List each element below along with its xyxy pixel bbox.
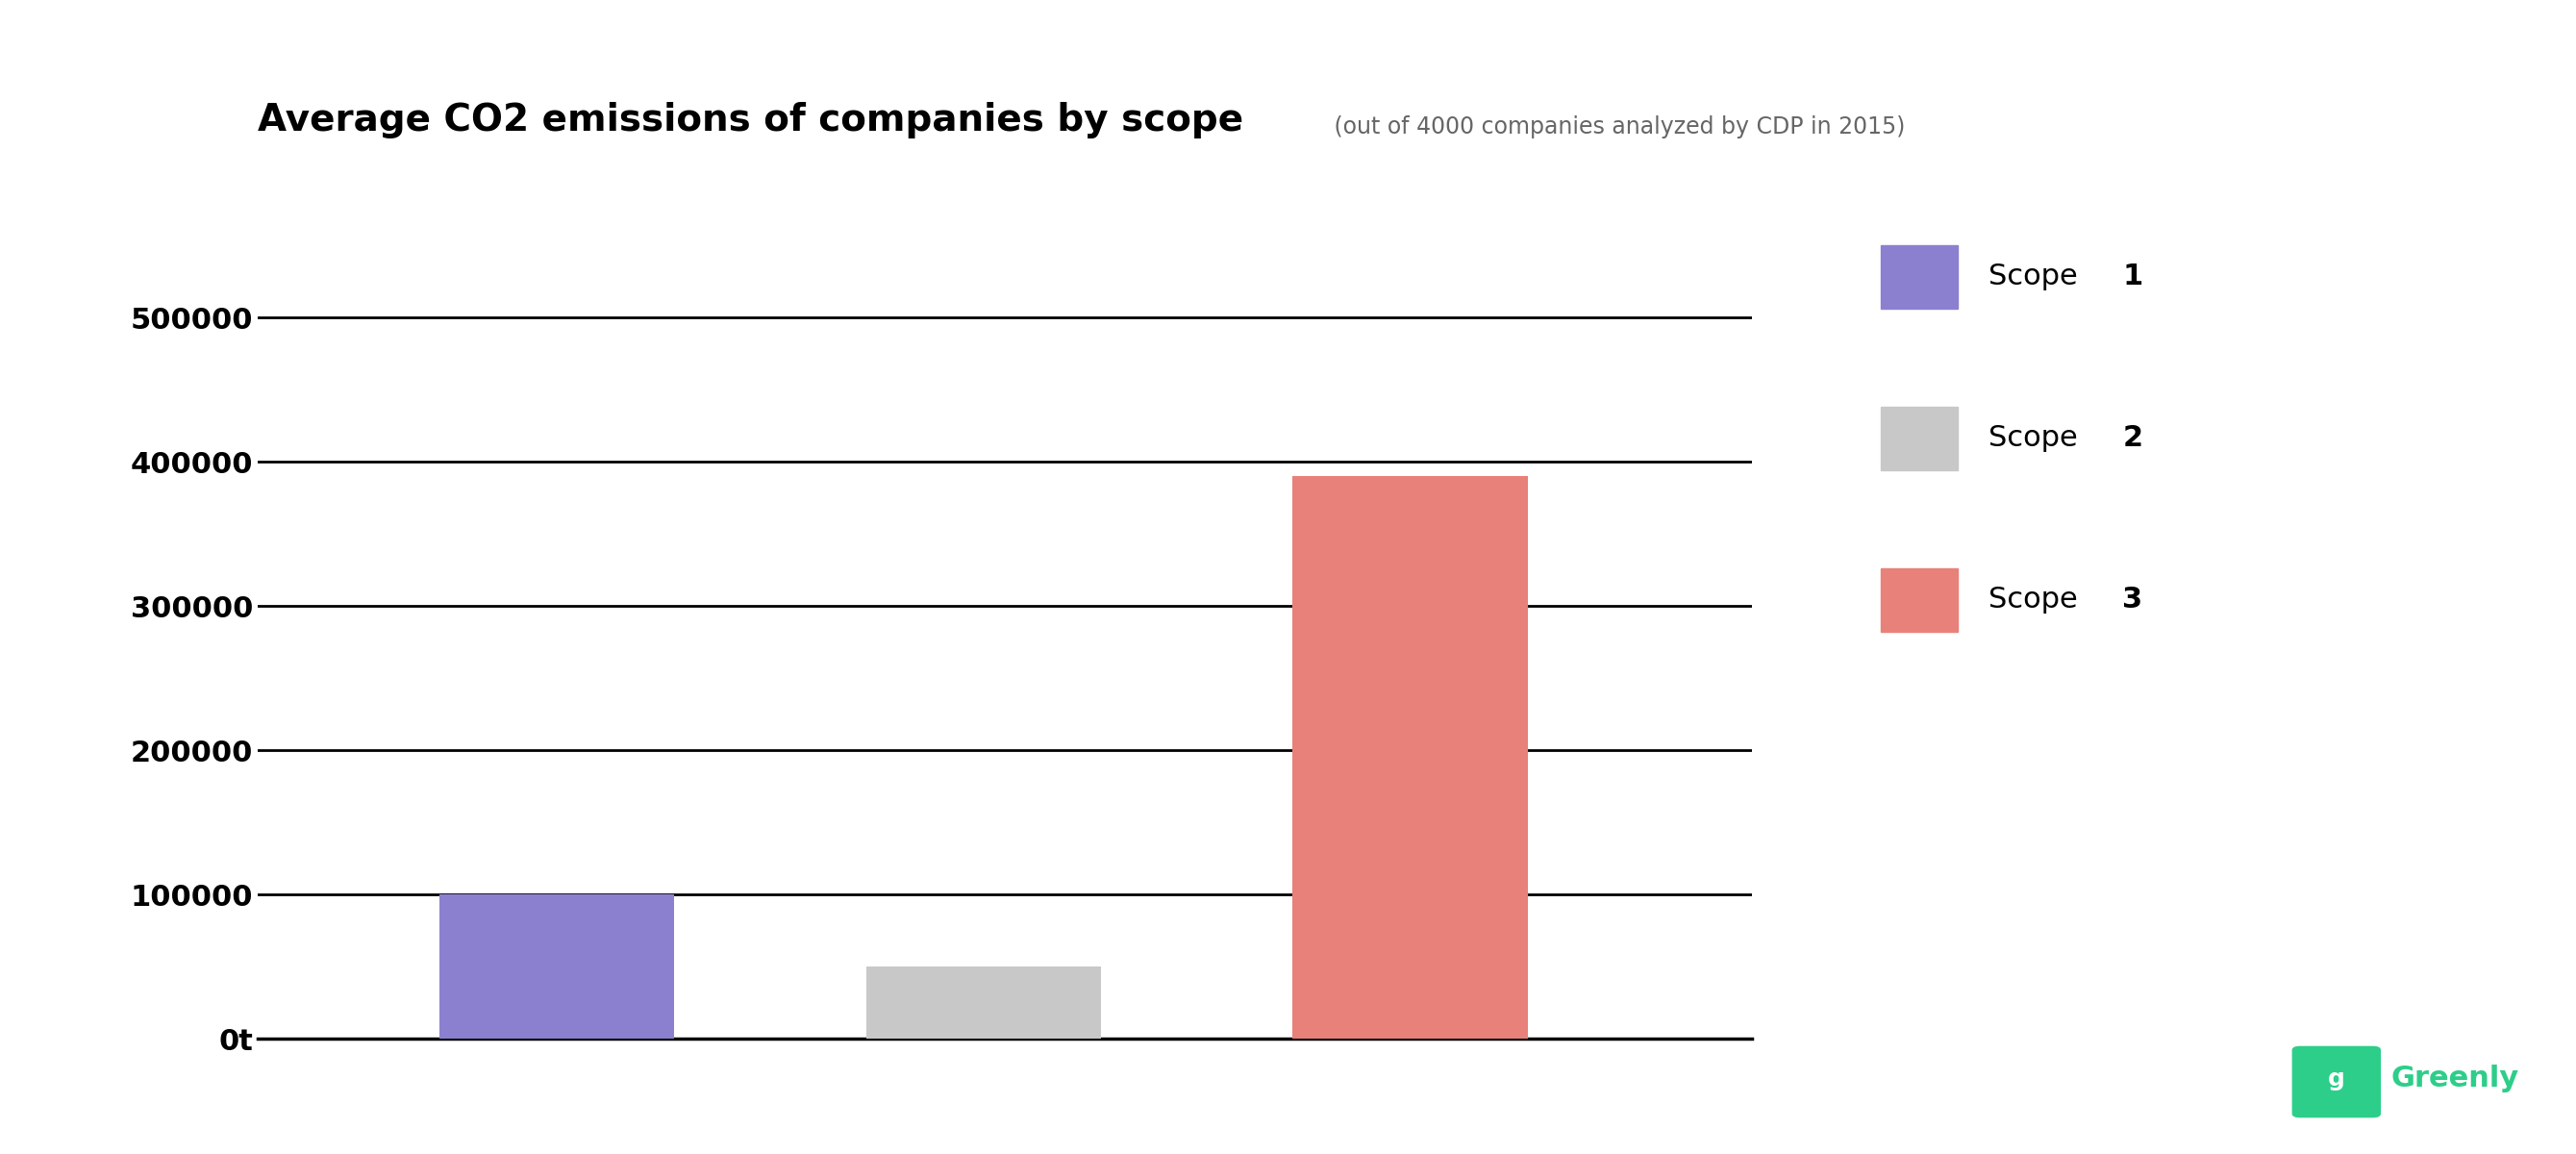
Bar [1293,477,1528,1039]
Bar [866,967,1100,1039]
Text: g: g [2329,1067,2344,1091]
Text: Average CO2 emissions of companies by scope: Average CO2 emissions of companies by sc… [258,102,1244,138]
Text: Scope: Scope [1989,263,2087,291]
Text: 1: 1 [2123,263,2143,291]
Text: (out of 4000 companies analyzed by CDP in 2015): (out of 4000 companies analyzed by CDP i… [1327,115,1904,138]
Text: 3: 3 [2123,586,2143,614]
Text: Scope: Scope [1989,586,2087,614]
Bar [438,894,675,1039]
Text: Scope: Scope [1989,425,2087,452]
Text: 2: 2 [2123,425,2143,452]
Text: Greenly: Greenly [2391,1065,2519,1093]
